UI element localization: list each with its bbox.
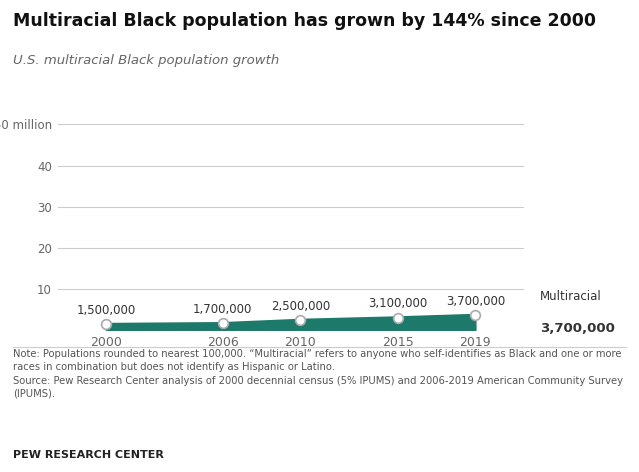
Text: U.S. multiracial Black population growth: U.S. multiracial Black population growth: [13, 54, 279, 67]
Text: PEW RESEARCH CENTER: PEW RESEARCH CENTER: [13, 450, 164, 460]
Text: 1,500,000: 1,500,000: [77, 304, 135, 317]
Text: 1,700,000: 1,700,000: [193, 303, 252, 316]
Text: Multiracial Black population has grown by 144% since 2000: Multiracial Black population has grown b…: [13, 12, 596, 30]
Text: 3,700,000: 3,700,000: [446, 295, 505, 308]
Text: Note: Populations rounded to nearest 100,000. “Multiracial” refers to anyone who: Note: Populations rounded to nearest 100…: [13, 349, 623, 399]
Text: 2,500,000: 2,500,000: [271, 300, 330, 312]
Text: 3,700,000: 3,700,000: [540, 322, 615, 335]
Text: 3,100,000: 3,100,000: [368, 297, 427, 310]
Text: Multiracial: Multiracial: [540, 290, 602, 303]
